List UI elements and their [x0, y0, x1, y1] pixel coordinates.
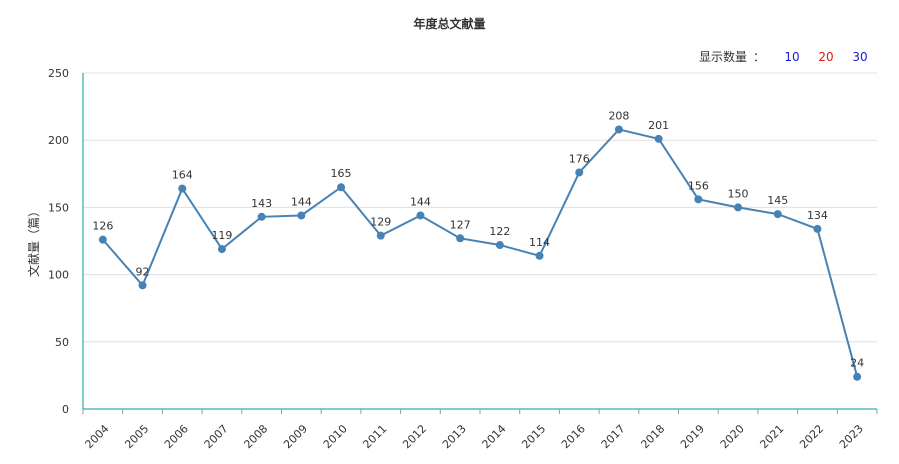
- data-point: [654, 134, 663, 143]
- display-count-option-20[interactable]: 20: [818, 49, 834, 64]
- data-label: 145: [767, 194, 788, 207]
- x-tick-label: 2014: [480, 422, 509, 451]
- x-tick-label: 2007: [202, 422, 231, 451]
- data-label: 114: [529, 236, 550, 249]
- data-point: [813, 224, 822, 233]
- data-point: [773, 210, 782, 219]
- data-point: [138, 281, 147, 290]
- display-count-label: 显示数量: [698, 50, 747, 64]
- y-tick-label: 0: [62, 403, 69, 416]
- y-tick-label: 50: [55, 336, 69, 349]
- data-point: [575, 168, 584, 177]
- data-label: 164: [172, 169, 193, 182]
- display-count-control: 显示数量 ： 10 20 30: [699, 48, 877, 65]
- data-label: 144: [291, 195, 312, 208]
- display-count-separator: ：: [752, 50, 765, 64]
- data-point: [257, 212, 266, 221]
- x-tick-label: 2019: [678, 422, 707, 451]
- x-tick-label: 2012: [400, 422, 429, 451]
- data-point: [614, 125, 623, 134]
- x-tick-label: 2023: [837, 422, 866, 451]
- data-label: 165: [331, 167, 352, 180]
- data-label: 92: [136, 265, 150, 278]
- data-point: [217, 245, 226, 254]
- data-point: [853, 372, 862, 381]
- data-point: [337, 183, 346, 192]
- x-tick-label: 2008: [241, 422, 270, 451]
- y-tick-label: 100: [48, 269, 69, 282]
- data-label: 156: [688, 179, 709, 192]
- x-tick-label: 2011: [360, 422, 389, 451]
- display-count-option-10[interactable]: 10: [784, 49, 800, 64]
- x-tick-label: 2022: [797, 422, 826, 451]
- data-label: 127: [450, 218, 471, 231]
- x-tick-label: 2010: [321, 422, 350, 451]
- data-point: [535, 251, 544, 260]
- data-point: [376, 231, 385, 240]
- data-point: [297, 211, 306, 220]
- data-point: [178, 184, 187, 193]
- x-tick-label: 2018: [638, 422, 667, 451]
- y-tick-label: 250: [48, 67, 69, 80]
- data-label: 129: [370, 216, 391, 229]
- x-tick-label: 2016: [559, 422, 588, 451]
- display-count-option-30[interactable]: 30: [852, 49, 868, 64]
- data-point: [98, 235, 107, 244]
- data-label: 24: [850, 357, 864, 370]
- data-label: 143: [251, 197, 272, 210]
- y-tick-label: 150: [48, 201, 69, 214]
- data-label: 119: [211, 229, 232, 242]
- x-tick-label: 2017: [599, 422, 628, 451]
- chart-title: 年度总文献量: [413, 17, 486, 31]
- data-label: 126: [92, 220, 113, 233]
- y-axis-label: 文献量（篇）: [26, 205, 41, 277]
- data-label: 208: [608, 109, 629, 122]
- x-tick-label: 2020: [718, 422, 747, 451]
- x-tick-label: 2021: [757, 422, 786, 451]
- x-tick-label: 2009: [281, 422, 310, 451]
- x-tick-label: 2004: [83, 422, 112, 451]
- x-tick-label: 2006: [162, 422, 191, 451]
- data-point: [734, 203, 743, 212]
- y-tick-label: 200: [48, 134, 69, 147]
- x-tick-label: 2013: [440, 422, 469, 451]
- data-point: [694, 195, 703, 204]
- data-label: 201: [648, 119, 669, 132]
- data-label: 150: [728, 187, 749, 200]
- data-point: [495, 241, 504, 250]
- data-label: 134: [807, 209, 828, 222]
- data-point: [456, 234, 465, 243]
- series-line: [102, 128, 859, 378]
- data-label: 122: [489, 225, 510, 238]
- data-point: [416, 211, 425, 220]
- data-label: 144: [410, 195, 431, 208]
- data-label: 176: [569, 152, 590, 165]
- x-tick-label: 2015: [519, 422, 548, 451]
- x-tick-label: 2005: [122, 422, 151, 451]
